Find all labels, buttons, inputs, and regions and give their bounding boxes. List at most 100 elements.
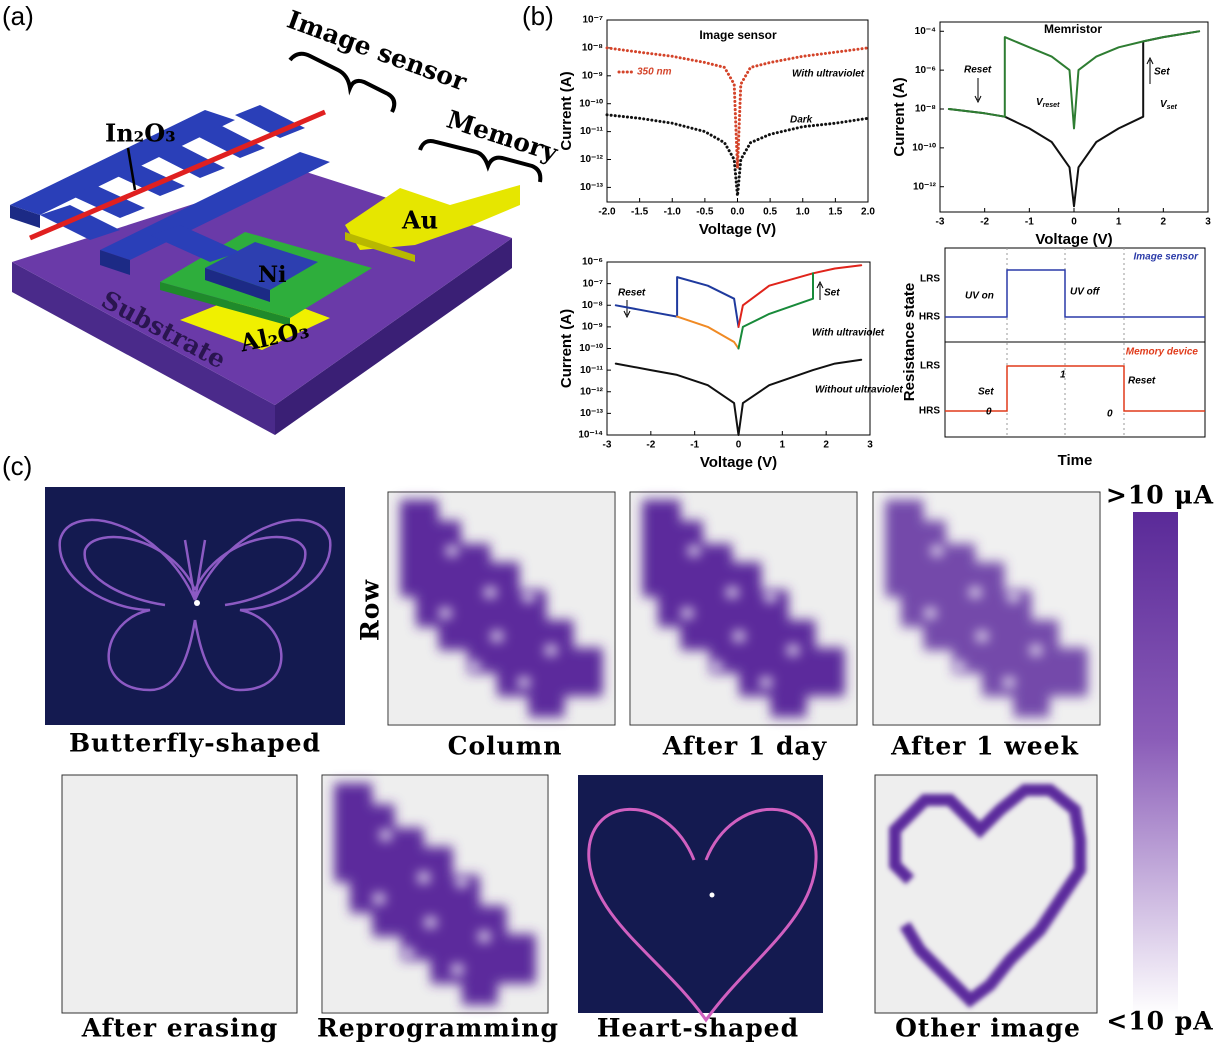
x-tick-label: 3 — [1205, 217, 1211, 228]
x-tick-label: 1.0 — [796, 207, 810, 218]
y-tick-label: 10⁻⁴ — [915, 26, 936, 37]
x-tick-label: 3 — [867, 440, 873, 451]
x-tick-label: -0.5 — [696, 207, 714, 218]
state-label: HRS — [919, 312, 940, 323]
label: Ni — [258, 262, 286, 288]
y-tick-label: 10⁻¹¹ — [580, 126, 604, 137]
y-tick-label: 10⁻¹⁰ — [579, 98, 603, 109]
x-tick-label: 2 — [1161, 217, 1167, 228]
annotation-subscript: set — [1167, 104, 1178, 111]
x-tick-label: -1 — [1025, 217, 1034, 228]
annotation: Dark — [790, 115, 813, 126]
annotation: With ultraviolet — [792, 69, 865, 80]
state-label: HRS — [919, 406, 940, 417]
y-tick-label: 10⁻⁹ — [582, 70, 603, 81]
y-tick-label: 10⁻⁹ — [582, 322, 603, 333]
x-tick-label: -2 — [980, 217, 989, 228]
chart-title: Memristor — [1044, 22, 1102, 36]
annotation: UV on — [965, 291, 994, 302]
annotation: 1 — [1060, 370, 1066, 381]
colorbar-label: >10 μA — [1106, 481, 1214, 510]
annotation: Set — [1154, 67, 1170, 78]
y-tick-label: 10⁻⁷ — [582, 278, 603, 289]
label: Au — [401, 206, 438, 235]
y-axis-label: Resistance state — [901, 283, 918, 401]
plot-frame — [607, 20, 868, 202]
annotation: 0 — [1107, 409, 1113, 420]
x-tick-label: 0 — [1071, 217, 1077, 228]
y-axis-label: Current (A) — [558, 71, 575, 150]
y-tick-label: 10⁻⁷ — [582, 15, 603, 26]
panel-label: (c) — [2, 451, 32, 481]
arrows — [624, 58, 1153, 317]
x-tick-label: -2.0 — [598, 207, 616, 218]
x-tick-label: -3 — [603, 440, 612, 451]
y-tick-label: 10⁻⁸ — [582, 300, 603, 311]
colorbar-label: <10 pA — [1106, 1007, 1213, 1036]
device-schematic: In₂O₃ Image sensor Memory Au Ni Al₂O₃ Su… — [10, 5, 562, 435]
x-tick-label: -1 — [690, 440, 699, 451]
y-tick-label: 10⁻¹¹ — [580, 365, 604, 376]
y-tick-label: 10⁻¹² — [580, 154, 604, 165]
x-tick-label: -2 — [646, 440, 655, 451]
y-tick-label: 10⁻¹² — [580, 386, 604, 397]
x-tick-label: -1.5 — [631, 207, 649, 218]
annotation: With ultraviolet — [812, 328, 885, 339]
x-tick-label: -1.0 — [664, 207, 682, 218]
x-tick-label: 1.5 — [828, 207, 842, 218]
legend-label: 350 nm — [637, 67, 672, 78]
y-tick-label: 10⁻¹⁰ — [912, 142, 936, 153]
annotation: UV off — [1070, 287, 1101, 298]
annotation: Vreset — [1036, 97, 1060, 109]
annotation: Reset — [964, 65, 992, 76]
x-tick-label: 1 — [780, 440, 786, 451]
y-axis-label: Current (A) — [891, 77, 908, 156]
annotation: Memory device — [1126, 347, 1199, 358]
x-tick-label: -3 — [936, 217, 945, 228]
data-line — [616, 277, 739, 327]
caption: After erasing — [81, 1014, 279, 1043]
annotation: Image sensor — [1134, 252, 1200, 263]
caption: Heart-shaped — [597, 1014, 799, 1043]
annotation: Set — [824, 288, 840, 299]
x-axis-label: Voltage (V) — [700, 454, 777, 471]
x-tick-label: 1 — [1116, 217, 1122, 228]
x-axis-label: Time — [1058, 452, 1093, 469]
caption: After 1 day — [662, 732, 828, 761]
y-tick-label: 10⁻⁶ — [582, 257, 603, 268]
caption: Column — [448, 732, 563, 761]
x-axis-label: Voltage (V) — [699, 221, 776, 238]
annotation: 0 — [986, 407, 992, 418]
annotation: Without ultraviolet — [815, 385, 903, 396]
panel-label: (b) — [522, 1, 554, 31]
timing-diagram: LRS HRS LRS HRS Resistance state Time Im… — [901, 248, 1205, 469]
state-label: LRS — [920, 361, 940, 372]
x-tick-label: 0.5 — [763, 207, 777, 218]
x-tick-label: 2 — [823, 440, 829, 451]
y-tick-label: 10⁻⁶ — [915, 65, 936, 76]
data-line — [616, 360, 861, 435]
annotation: Reset — [618, 288, 646, 299]
data-line — [949, 31, 1199, 128]
colorbar — [1133, 512, 1178, 1015]
data-line — [739, 265, 862, 327]
y-axis-label: Current (A) — [558, 309, 575, 388]
figure: (a) (b) (c) In₂O₃ Image sensor Memory Au… — [0, 0, 1215, 1047]
caption: After 1 week — [890, 732, 1079, 761]
y-tick-label: 10⁻¹² — [913, 181, 937, 192]
state-label: LRS — [920, 274, 940, 285]
y-tick-label: 10⁻¹³ — [580, 182, 604, 193]
label: Image sensor — [283, 5, 471, 97]
y-tick-label: 10⁻¹⁴ — [578, 430, 603, 441]
label: In₂O₃ — [105, 119, 176, 148]
annotation: Reset — [1128, 376, 1156, 387]
x-axis-label: Voltage (V) — [1035, 231, 1112, 248]
caption: Butterfly-shaped — [69, 729, 321, 758]
caption: Other image — [895, 1014, 1081, 1043]
y-tick-label: 10⁻¹⁰ — [579, 343, 603, 354]
y-tick-label: 10⁻¹³ — [580, 408, 604, 419]
x-tick-label: 2.0 — [861, 207, 875, 218]
y-tick-label: 10⁻⁸ — [582, 43, 603, 54]
annotation: Set — [978, 387, 994, 398]
annotation: Vset — [1160, 99, 1177, 111]
